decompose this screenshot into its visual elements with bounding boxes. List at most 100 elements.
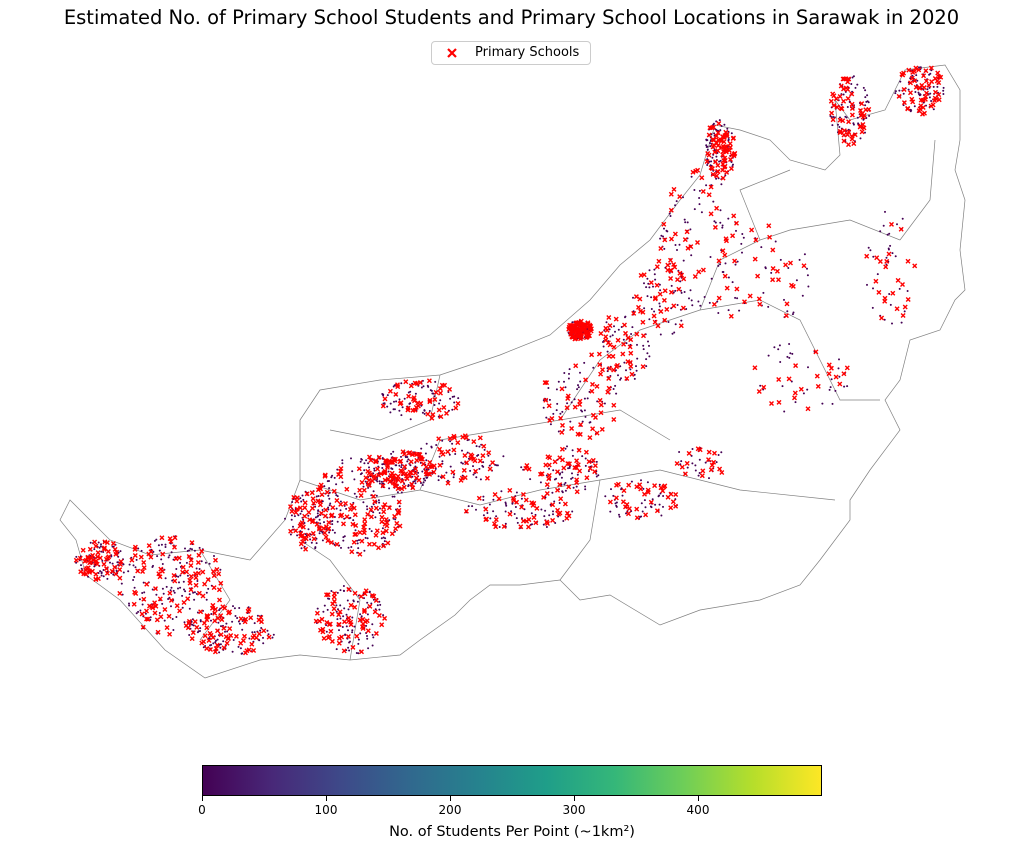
student-point (171, 579, 174, 582)
student-point (562, 520, 565, 522)
student-point (414, 482, 417, 485)
student-point (161, 587, 164, 590)
school-marker (582, 326, 588, 332)
student-point (735, 229, 737, 232)
school-marker (714, 205, 720, 211)
school-marker (253, 635, 259, 641)
school-marker (204, 625, 210, 631)
school-marker (437, 446, 443, 452)
student-point (720, 125, 723, 127)
student-point (614, 384, 617, 387)
school-marker (348, 622, 354, 628)
school-marker (256, 631, 262, 637)
school-marker (399, 478, 405, 484)
student-point (342, 589, 345, 592)
school-marker (321, 635, 327, 641)
school-marker (477, 435, 483, 441)
student-point (380, 480, 383, 483)
school-marker (132, 553, 138, 558)
school-marker (728, 157, 733, 162)
student-point (674, 204, 677, 207)
school-marker (153, 586, 158, 592)
school-marker (552, 459, 558, 465)
student-point (406, 460, 409, 463)
student-point (371, 623, 374, 626)
school-marker (238, 616, 244, 622)
student-point (862, 86, 865, 89)
school-marker (188, 563, 194, 568)
school-marker (640, 364, 646, 370)
student-point (317, 514, 320, 517)
school-marker (900, 313, 906, 318)
school-marker (716, 295, 722, 301)
school-marker (347, 506, 353, 512)
school-marker (706, 192, 712, 198)
student-point (916, 79, 919, 82)
student-point (292, 525, 294, 528)
school-marker (668, 505, 674, 511)
school-marker (572, 334, 578, 340)
student-point (342, 536, 345, 539)
school-marker (720, 134, 726, 140)
school-marker (805, 406, 811, 412)
student-point (428, 410, 431, 412)
school-marker (472, 458, 478, 464)
school-marker (436, 436, 442, 442)
student-point (363, 549, 366, 552)
student-point (327, 494, 330, 497)
student-point (570, 477, 573, 480)
student-point (614, 369, 617, 372)
student-point (741, 233, 744, 235)
student-point (906, 290, 909, 292)
school-marker (403, 379, 409, 385)
school-marker (374, 528, 380, 534)
student-point (866, 283, 868, 286)
student-point (802, 392, 805, 395)
school-marker (288, 504, 293, 510)
student-point (301, 494, 304, 497)
student-point (326, 480, 329, 483)
school-marker (371, 541, 377, 547)
school-marker (366, 482, 372, 488)
school-marker (633, 294, 639, 300)
student-point (478, 467, 481, 470)
school-marker (393, 483, 399, 489)
school-marker (371, 493, 376, 499)
student-point (390, 467, 393, 470)
school-marker (849, 106, 855, 111)
student-point (336, 591, 339, 594)
student-point (645, 358, 648, 361)
school-marker (373, 631, 379, 636)
school-marker (699, 175, 705, 181)
student-point (158, 612, 161, 614)
school-marker (596, 351, 602, 357)
school-marker (828, 98, 834, 104)
school-marker (661, 484, 667, 490)
student-point (218, 651, 221, 654)
school-marker (900, 282, 905, 287)
school-marker (690, 169, 696, 175)
school-marker (610, 353, 616, 359)
school-marker (776, 377, 782, 382)
school-marker (614, 482, 619, 488)
student-point (164, 543, 167, 546)
student-point (794, 401, 797, 404)
student-point (162, 592, 165, 595)
school-marker (922, 96, 928, 102)
school-marker (769, 401, 774, 406)
student-point (683, 218, 686, 221)
school-marker (83, 557, 89, 563)
school-marker (636, 304, 641, 310)
student-point (850, 83, 853, 85)
school-marker (598, 371, 604, 377)
student-point (511, 502, 514, 505)
student-point (645, 286, 648, 289)
student-point (488, 503, 491, 506)
student-point (708, 477, 710, 480)
student-point (837, 367, 840, 370)
school-marker (140, 624, 146, 630)
school-marker (358, 493, 364, 498)
school-marker (432, 397, 438, 402)
student-point (483, 448, 486, 451)
school-marker (852, 132, 858, 138)
